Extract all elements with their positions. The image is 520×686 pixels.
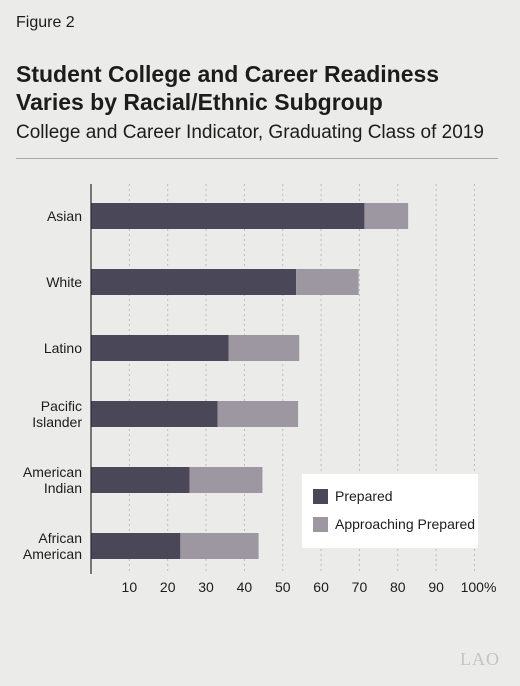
category-label: American	[23, 546, 82, 562]
x-tick-label: 100%	[461, 579, 497, 595]
category-label: Islander	[32, 414, 82, 430]
bar-prepared	[91, 203, 365, 229]
bar-approaching-prepared	[296, 269, 359, 295]
bar-approaching-prepared	[180, 533, 259, 559]
x-tick-label: 60	[313, 579, 329, 595]
x-tick-label: 40	[237, 579, 253, 595]
x-tick-label: 90	[428, 579, 444, 595]
category-label: Indian	[44, 480, 82, 496]
category-label: Latino	[44, 340, 82, 356]
bar-prepared	[91, 467, 190, 493]
bar-approaching-prepared	[364, 203, 409, 229]
x-tick-label: 70	[352, 579, 368, 595]
x-tick-label: 20	[160, 579, 176, 595]
bar-approaching-prepared	[189, 467, 263, 493]
category-label: American	[23, 464, 82, 480]
x-tick-label: 30	[198, 579, 214, 595]
lao-logo: LAO	[460, 649, 500, 669]
chart-title-line-2: Varies by Racial/Ethnic Subgroup	[16, 89, 383, 115]
legend-swatch	[313, 489, 328, 504]
category-label: Asian	[47, 208, 82, 224]
bar-prepared	[91, 335, 229, 361]
bar-prepared	[91, 269, 297, 295]
title-divider	[16, 158, 498, 159]
bar-approaching-prepared	[228, 335, 300, 361]
chart-title: Student College and Career Readiness Var…	[16, 60, 506, 116]
figure-label: Figure 2	[16, 14, 75, 31]
chart-subtitle: College and Career Indicator, Graduating…	[16, 122, 484, 143]
x-tick-label: 10	[122, 579, 138, 595]
chart-title-line-1: Student College and Career Readiness	[16, 61, 440, 87]
legend-box	[302, 474, 478, 548]
category-label: Pacific	[41, 398, 82, 414]
legend-label: Prepared	[335, 488, 393, 504]
x-tick-label: 50	[275, 579, 291, 595]
legend-swatch	[313, 517, 328, 532]
category-label: African	[38, 530, 82, 546]
bar-approaching-prepared	[217, 401, 299, 427]
bar-prepared	[91, 533, 181, 559]
category-label: White	[46, 274, 82, 290]
legend-label: Approaching Prepared	[335, 516, 475, 532]
bar-chart: AsianWhiteLatinoPacificIslanderAmericanI…	[23, 184, 497, 595]
x-tick-label: 80	[390, 579, 406, 595]
bar-prepared	[91, 401, 218, 427]
